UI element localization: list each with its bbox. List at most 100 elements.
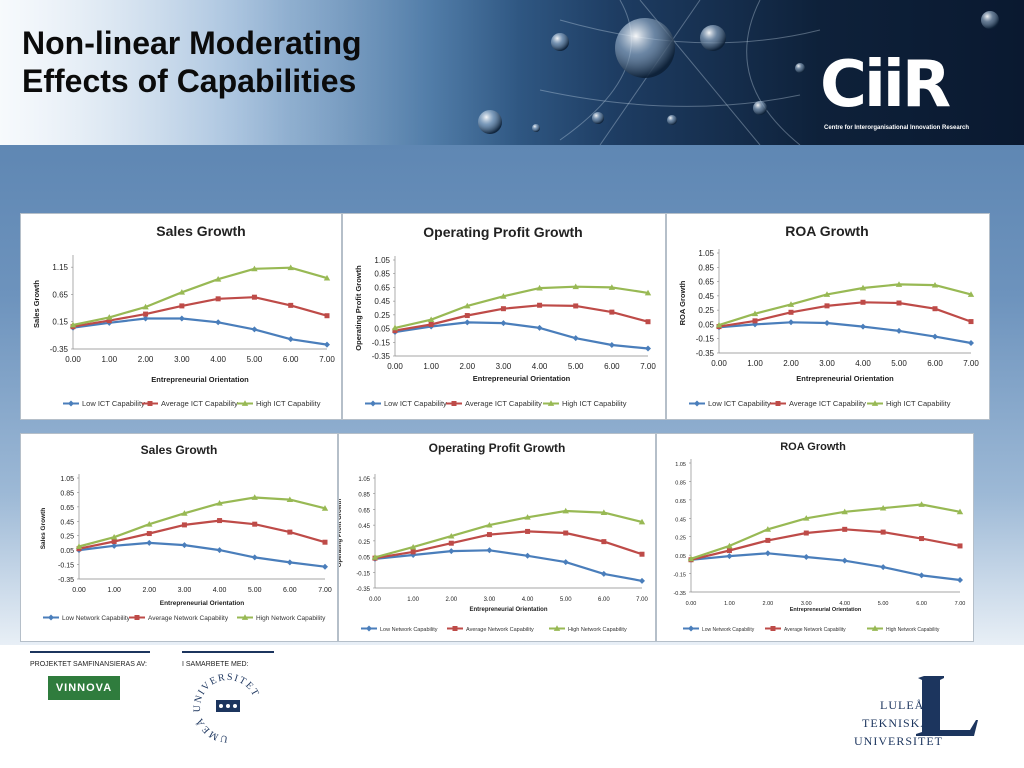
data-point-high-ict-capability	[214, 275, 222, 282]
data-point-low-ict-capability	[142, 315, 149, 322]
y-tick-label: 0.85	[698, 263, 714, 272]
series-low-network-capability	[76, 539, 328, 570]
data-point-low-network-capability	[322, 563, 328, 570]
data-point-low-network-capability	[486, 547, 493, 554]
chart-title: Operating Profit Growth	[429, 441, 566, 455]
data-point-high-ict-capability	[715, 321, 723, 328]
x-tick-label: 0.00	[65, 355, 81, 364]
legend-marker-high-network-capability	[553, 625, 561, 631]
series-line-high-ict-capability	[72, 266, 328, 327]
data-point-high-ict-capability	[751, 310, 759, 317]
data-point-average-network-capability	[957, 543, 963, 549]
x-tick-label: 6.00	[916, 601, 927, 607]
chart-panel-operating-profit-ict: Operating Profit Growth 1.05 0.85 0.65 0.45 0…	[342, 213, 666, 420]
y-tick-label: 0.65	[52, 290, 68, 299]
x-tick-label: 5.00	[560, 597, 572, 603]
series-high-ict-capability	[391, 283, 652, 331]
x-tick-label: 6.00	[927, 359, 943, 368]
x-tick-label: 2.00	[783, 359, 799, 368]
y-tick-label: 0.65	[60, 505, 74, 512]
y-tick-label: 0.65	[698, 278, 714, 287]
data-point-high-network-capability	[286, 496, 294, 503]
y-tick-label: 0.45	[358, 524, 370, 530]
x-tick-label: 7.00	[318, 587, 332, 594]
data-point-average-ict-capability	[106, 318, 112, 324]
legend-label-average-ict-capability: Average ICT Capability	[161, 399, 238, 408]
legend-marker-average-ict-capability	[775, 401, 781, 406]
x-tick-label: 5.00	[878, 601, 889, 607]
data-point-low-ict-capability	[572, 335, 579, 342]
x-tick-label: 3.00	[178, 587, 192, 594]
ciir-logo-text: CiiR	[820, 48, 951, 122]
legend-label-high-network-capability: High Network Capability	[568, 627, 627, 633]
data-point-high-network-capability	[181, 510, 188, 516]
footer-divider-left	[30, 651, 150, 653]
y-axis-label: Sales Growth	[40, 508, 47, 550]
series-line-average-network-capability	[690, 528, 961, 561]
series-line-low-ict-capability	[72, 317, 328, 346]
x-tick-label: 6.00	[604, 362, 620, 371]
data-point-low-network-capability	[524, 552, 531, 559]
data-point-high-network-capability	[146, 520, 153, 527]
x-axis-label: Entrepreneurial Orientation	[469, 607, 547, 613]
x-tick-label: 1.00	[747, 359, 763, 368]
data-point-high-ict-capability	[823, 291, 831, 297]
data-point-high-ict-capability	[500, 293, 507, 299]
data-point-high-network-capability	[409, 543, 417, 550]
ciir-logo: CiiR Centre for Interorganisational Inno…	[820, 52, 990, 132]
y-tick-label: 0.25	[358, 540, 370, 546]
series-line-low-network-capability	[374, 549, 643, 582]
footer	[0, 645, 1024, 768]
series-line-low-network-capability	[690, 552, 961, 582]
chart-panel-sales-growth-network: Sales Growth 1.05 0.85 0.65 0.45 0.25 0.05 -0.1…	[20, 433, 338, 642]
series-line-high-ict-capability	[394, 285, 649, 329]
x-tick-label: 6.00	[598, 597, 610, 603]
y-tick-label: 0.85	[358, 493, 370, 499]
x-tick-label: 4.00	[213, 587, 227, 594]
y-tick-label: 1.05	[698, 249, 714, 258]
data-point-low-network-capability	[448, 548, 455, 555]
y-tick-label: 0.45	[374, 297, 390, 306]
data-point-high-network-capability	[75, 543, 83, 549]
chart-panel-roa-growth-network: ROA Growth 1.05 0.85 0.65 0.45 0.25 0.05 -0.15 -…	[656, 433, 974, 642]
data-point-low-network-capability	[600, 570, 607, 577]
x-tick-label: 2.00	[142, 587, 156, 594]
data-point-average-network-capability	[181, 522, 187, 528]
y-tick-label: -0.15	[356, 571, 370, 577]
series-high-ict-capability	[69, 264, 331, 328]
x-tick-label: 3.00	[801, 601, 812, 607]
series-line-low-network-capability	[78, 541, 326, 568]
data-point-low-network-capability	[639, 577, 645, 584]
data-point-high-ict-capability	[895, 281, 903, 287]
y-tick-label: -0.35	[58, 577, 74, 584]
y-tick-label: 0.45	[698, 292, 714, 301]
umea-university-logo: UMEÅ UNIVERSITET	[192, 672, 260, 744]
y-tick-label: 0.65	[374, 283, 390, 292]
data-point-low-network-capability	[880, 564, 887, 571]
x-tick-label: 0.00	[387, 362, 403, 371]
x-tick-label: 4.00	[210, 355, 226, 364]
series-line-average-ict-capability	[718, 301, 972, 328]
y-tick-label: 0.25	[675, 536, 686, 542]
data-point-average-ict-capability	[896, 300, 902, 306]
y-tick-label: -0.35	[673, 591, 686, 597]
x-tick-label: 2.00	[459, 362, 475, 371]
data-point-high-network-capability	[562, 507, 569, 514]
legend-label-high-ict-capability: High ICT Capability	[256, 399, 321, 408]
ltu-logo: LULEÅ TEKNISKA UNIVERSITET	[842, 672, 982, 752]
data-point-low-ict-capability	[536, 324, 543, 331]
y-tick-label: -0.15	[673, 573, 686, 579]
data-point-high-ict-capability	[536, 284, 543, 291]
data-point-high-network-capability	[216, 500, 223, 506]
data-point-low-ict-capability	[287, 336, 294, 343]
x-tick-label: 0.00	[369, 597, 381, 603]
data-point-average-ict-capability	[428, 321, 434, 327]
data-point-high-ict-capability	[572, 283, 579, 290]
series-average-ict-capability	[716, 299, 974, 330]
x-tick-label: 7.00	[963, 359, 979, 368]
x-tick-label: 5.00	[568, 362, 584, 371]
data-point-high-network-capability	[524, 514, 531, 520]
x-tick-label: 5.00	[248, 587, 262, 594]
y-axis-label: ROA Growth	[657, 510, 659, 543]
legend-label-low-ict-capability: Low ICT Capability	[708, 399, 771, 408]
